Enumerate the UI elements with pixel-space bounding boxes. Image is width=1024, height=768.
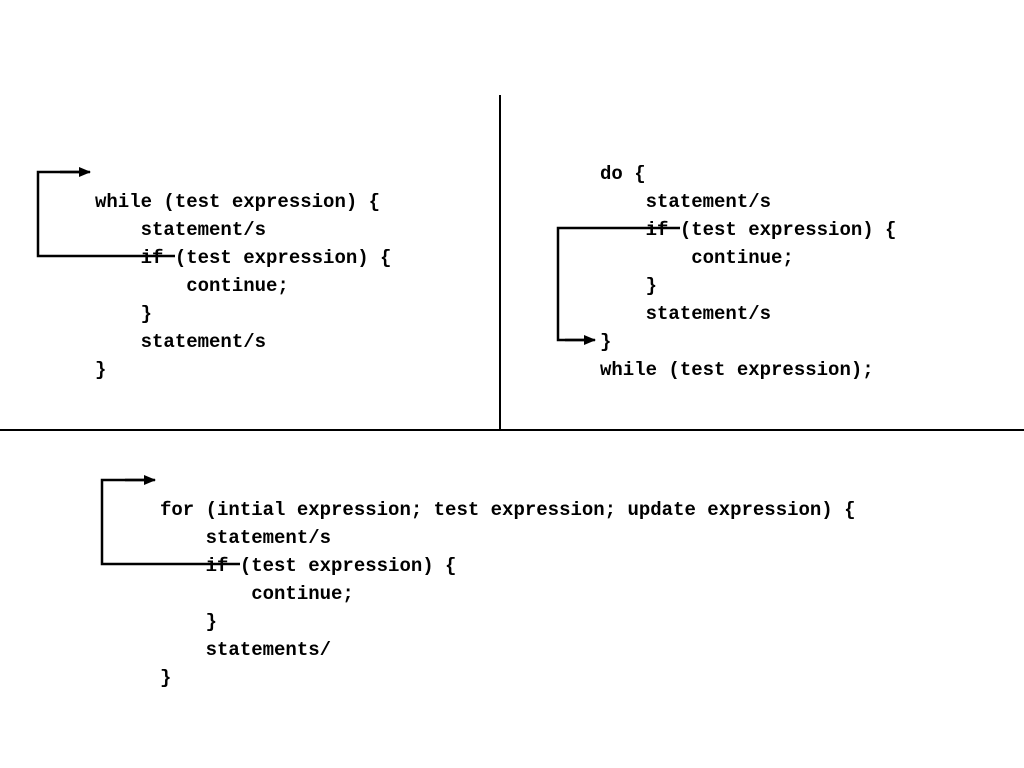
code-line: }	[95, 303, 152, 325]
code-line: continue;	[95, 275, 289, 297]
code-line: do {	[600, 163, 646, 185]
code-line: }	[600, 275, 657, 297]
do-while-code-block: do { statement/s if (test expression) { …	[600, 132, 896, 384]
for-code-block: for (intial expression; test expression;…	[160, 468, 856, 692]
code-line: }	[160, 667, 171, 689]
code-line: continue;	[160, 583, 354, 605]
code-line: for (intial expression; test expression;…	[160, 499, 856, 521]
code-line: while (test expression);	[600, 359, 874, 381]
code-line: continue;	[600, 247, 794, 269]
code-line: statements/	[160, 639, 331, 661]
code-line: statement/s	[600, 191, 771, 213]
code-line: }	[600, 331, 611, 353]
code-line: statement/s	[160, 527, 331, 549]
while-code-block: while (test expression) { statement/s if…	[95, 160, 391, 384]
code-line: }	[95, 359, 106, 381]
code-line: if (test expression) {	[600, 219, 896, 241]
code-line: while (test expression) {	[95, 191, 380, 213]
code-line: if (test expression) {	[95, 247, 391, 269]
code-line: statement/s	[95, 331, 266, 353]
code-line: if (test expression) {	[160, 555, 456, 577]
code-line: }	[160, 611, 217, 633]
code-line: statement/s	[600, 303, 771, 325]
code-line: statement/s	[95, 219, 266, 241]
diagram-canvas: while (test expression) { statement/s if…	[0, 0, 1024, 768]
